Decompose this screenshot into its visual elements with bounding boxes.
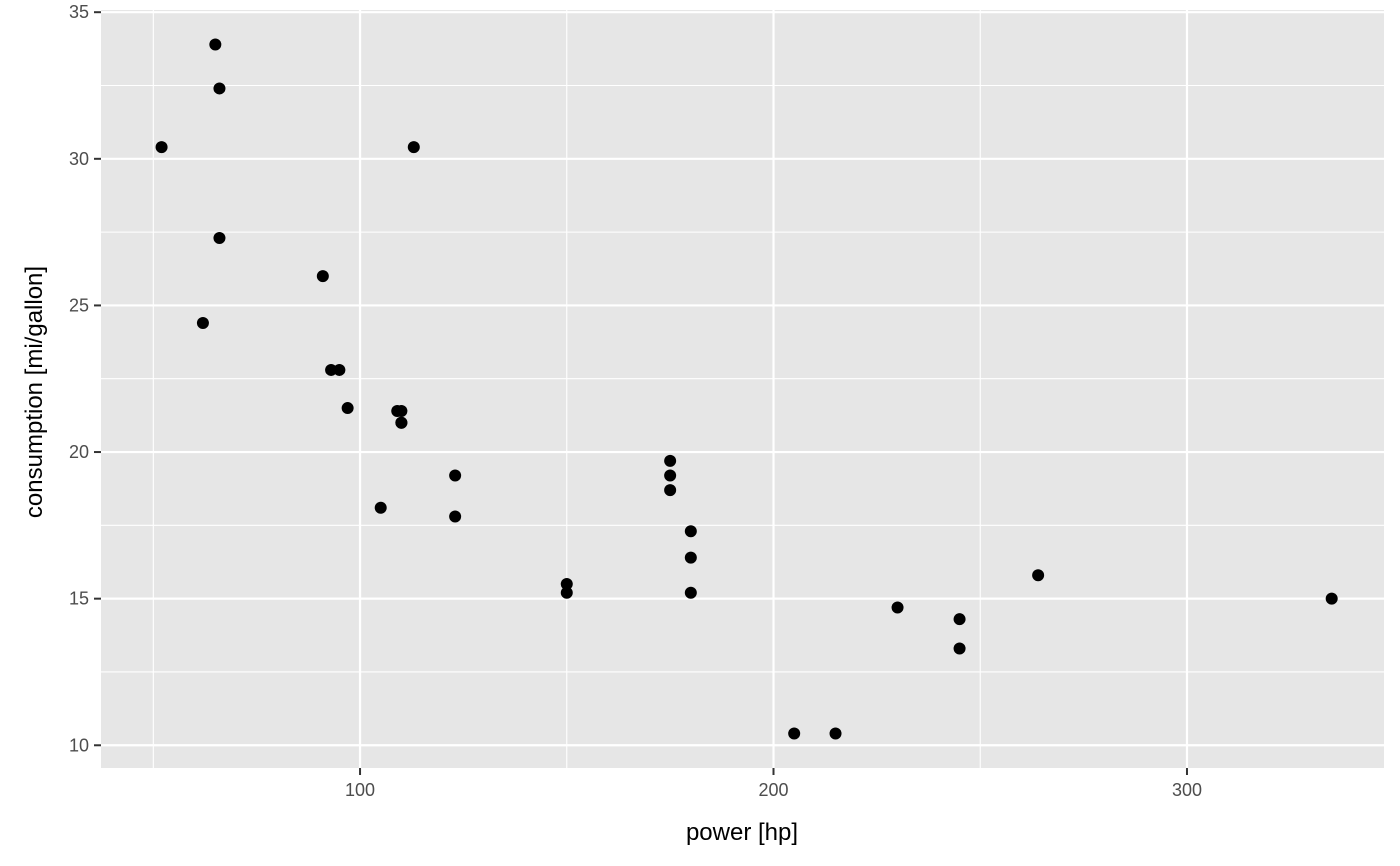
data-point [664,484,677,497]
y-axis-title: consumption [mi/gallon] [21,266,48,518]
data-point [684,525,697,538]
data-point [788,727,801,740]
data-point [395,416,408,429]
y-tick-label: 10 [69,735,89,755]
data-point [325,363,338,376]
x-tick-label: 100 [345,780,375,800]
y-axis: 10 15 20 25 30 35 [69,2,101,755]
major-gridlines [101,10,1384,768]
y-tick-label: 30 [69,149,89,169]
y-tick-label: 25 [69,295,89,315]
data-point [155,141,168,154]
data-point [341,402,354,415]
data-point [1325,592,1338,605]
data-point [953,642,966,655]
data-point [209,38,222,51]
data-point [1032,569,1045,582]
data-point [196,317,209,330]
data-point [449,510,462,523]
plot-panel [101,10,1384,768]
data-point [664,454,677,467]
data-point [213,231,226,244]
data-point [316,270,329,283]
data-point [407,141,420,154]
x-tick-label: 200 [758,780,788,800]
data-point [333,363,346,376]
data-point [664,469,677,482]
y-tick-label: 20 [69,442,89,462]
data-point [213,82,226,95]
x-axis-title: power [hp] [686,819,798,846]
data-point [953,613,966,626]
data-point [684,586,697,599]
y-tick-label: 15 [69,589,89,609]
x-tick-label: 300 [1172,780,1202,800]
data-point [560,577,573,590]
data-point [829,727,842,740]
data-point [449,469,462,482]
data-point [391,404,404,417]
data-point [684,551,697,564]
data-point [891,601,904,614]
x-axis: 100 200 300 [345,768,1202,800]
y-tick-label: 35 [69,2,89,22]
minor-gridlines [101,10,1384,768]
data-points [155,38,1338,740]
data-point [374,501,387,514]
data-point [560,586,573,599]
